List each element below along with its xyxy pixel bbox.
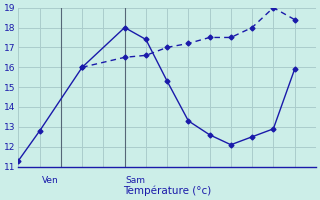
Text: Sam: Sam [125, 176, 145, 185]
Text: Ven: Ven [42, 176, 59, 185]
X-axis label: Température (°c): Température (°c) [123, 185, 211, 196]
